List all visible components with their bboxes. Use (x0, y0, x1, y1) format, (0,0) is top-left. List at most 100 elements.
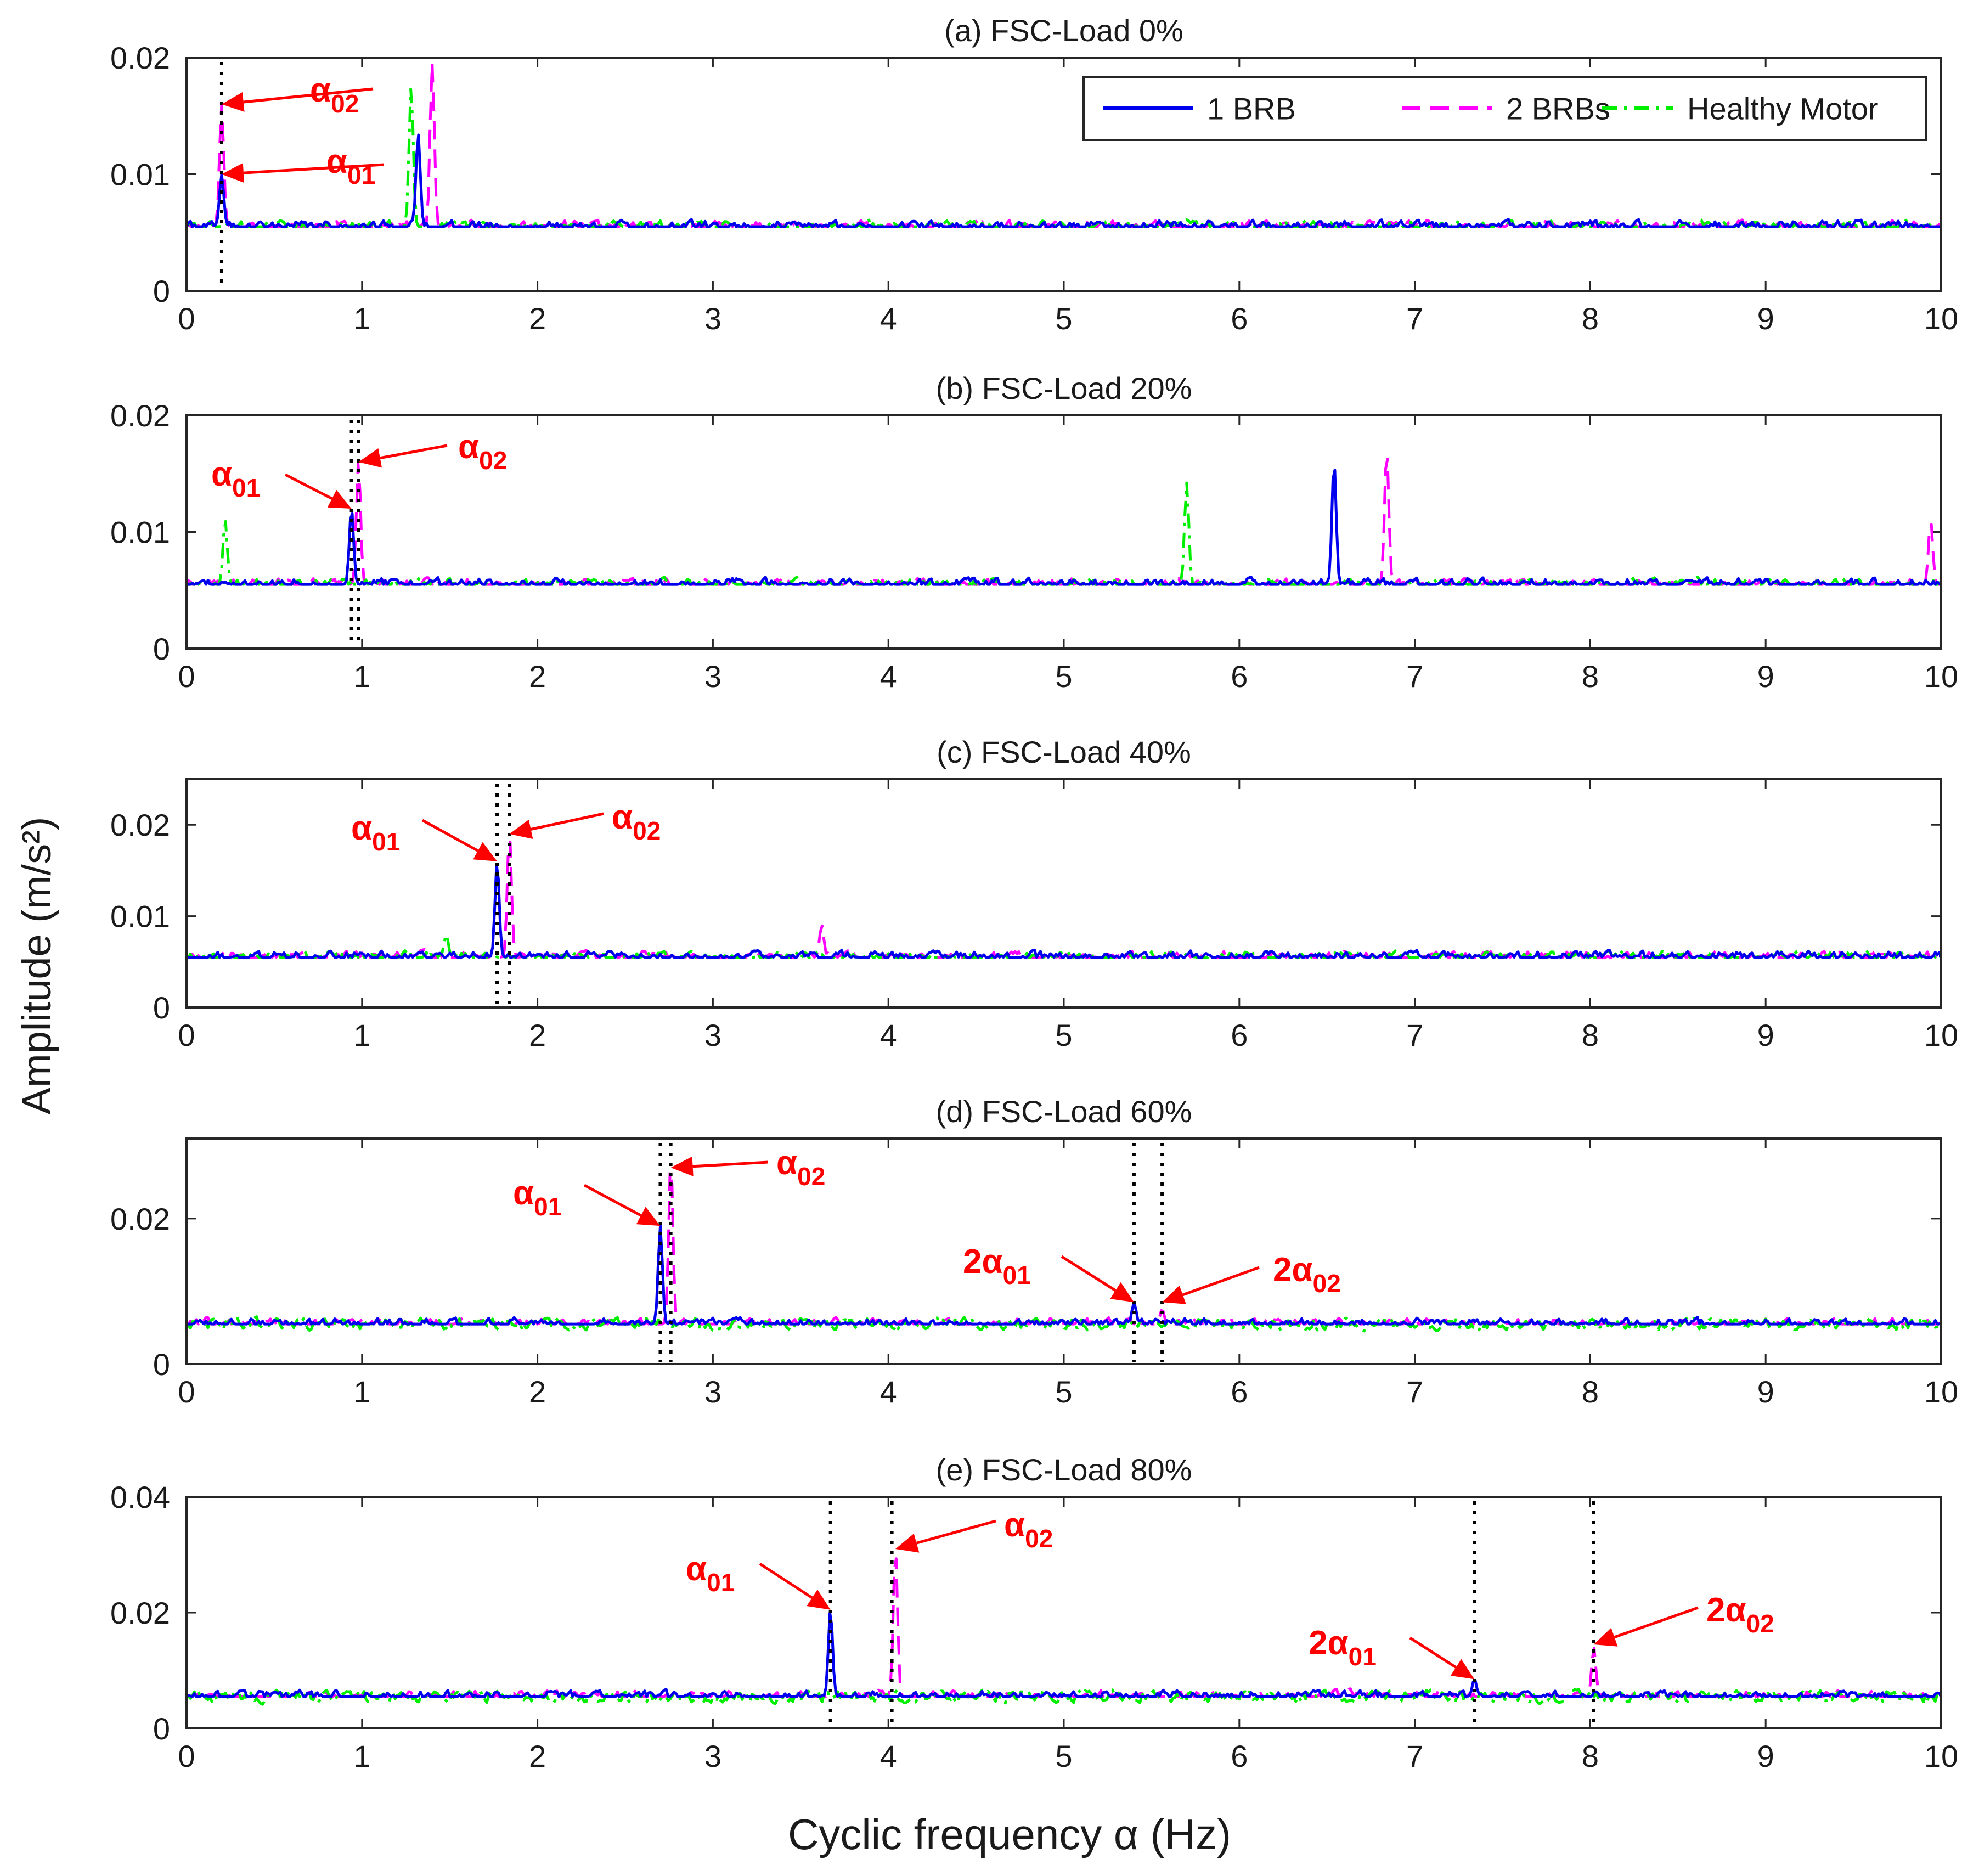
series-2-brbs (187, 458, 1941, 586)
x-tick-label: 8 (1582, 1018, 1599, 1052)
series-healthy-motor (187, 1315, 1941, 1333)
x-tick-label: 2 (529, 1374, 546, 1409)
x-tick-label: 9 (1757, 659, 1774, 694)
annotation-α01: α01 (351, 809, 498, 861)
annotation-arrow-head (1162, 1285, 1186, 1304)
annotation-2α01: 2α01 (1309, 1624, 1475, 1680)
x-tick-label: 8 (1582, 1374, 1599, 1409)
y-tick-label: 0.02 (110, 41, 170, 75)
annotation-arrow-shaft (1182, 1266, 1260, 1297)
x-tick-label: 1 (353, 1739, 370, 1773)
annotation-arrow-shaft (531, 812, 604, 831)
x-tick-label: 4 (880, 1374, 897, 1409)
x-tick-label: 2 (529, 659, 546, 694)
annotation-subscript: 01 (372, 827, 400, 856)
annotation-arrow-head (473, 842, 498, 861)
x-tick-label: 10 (1924, 659, 1958, 694)
annotation-label: 2α01 (1309, 1624, 1377, 1671)
annotation-symbol: α (776, 1144, 797, 1182)
panel-a: (a) FSC-Load 0%0 1 2 3 4 5 6 7 8 9 1000.010.02α02α… (110, 13, 1958, 336)
annotation-arrow-shaft (243, 163, 385, 174)
annotation-arrow-shaft (1061, 1255, 1117, 1292)
x-tick-label: 7 (1406, 659, 1423, 694)
x-tick-label: 0 (178, 1018, 195, 1052)
annotation-subscript: 02 (797, 1162, 825, 1191)
annotation-symbol: 2α (963, 1243, 1003, 1281)
x-tick-label: 5 (1055, 1018, 1072, 1052)
annotation-subscript: 02 (1746, 1609, 1774, 1638)
x-tick-label: 1 (353, 1374, 370, 1409)
panel-e: (e) FSC-Load 80%0 1 2 3 4 5 6 7 8 9 1000.020.04α01… (110, 1452, 1958, 1773)
series-healthy-motor (187, 481, 1941, 586)
x-tick-label: 0 (178, 301, 195, 336)
series-2-brbs (187, 841, 1941, 959)
series-1-brb (187, 863, 1941, 959)
annotation-arrow-head (895, 1533, 920, 1553)
annotation-arrow-head (636, 1207, 661, 1226)
x-tick-label: 0 (178, 659, 195, 694)
plot-area (187, 420, 1941, 646)
annotation-subscript: 01 (707, 1568, 735, 1597)
x-tick-label: 0 (178, 1374, 195, 1409)
annotation-label: α02 (310, 71, 359, 118)
x-tick-label: 6 (1231, 1739, 1248, 1773)
x-tick-label: 7 (1406, 1374, 1423, 1409)
annotation-symbol: 2α (1309, 1624, 1349, 1662)
annotation-symbol: α (612, 798, 633, 836)
x-tick-label: 10 (1924, 1018, 1958, 1052)
x-tick-label: 4 (880, 1739, 897, 1773)
annotation-α02: α02 (895, 1506, 1053, 1553)
legend-label: 2 BRBs (1506, 92, 1610, 126)
annotation-arrow-head (1450, 1659, 1475, 1680)
annotation-α02: α02 (670, 1144, 825, 1191)
annotation-subscript: 01 (1003, 1261, 1031, 1289)
x-tick-label: 1 (353, 659, 370, 694)
x-tick-label: 4 (880, 659, 897, 694)
y-tick-label: 0 (153, 632, 170, 666)
annotation-arrow-head (221, 92, 245, 112)
panel-title: (b) FSC-Load 20% (936, 371, 1192, 405)
x-tick-label: 7 (1406, 1018, 1423, 1052)
x-tick-label: 8 (1582, 1739, 1599, 1773)
x-tick-label: 10 (1924, 1739, 1958, 1773)
x-tick-label: 4 (880, 1018, 897, 1052)
annotation-label: α01 (513, 1174, 562, 1221)
panels-group: (a) FSC-Load 0%0 1 2 3 4 5 6 7 8 9 1000.010.02α02α… (110, 13, 1958, 1773)
series-healthy-motor (187, 88, 1941, 228)
x-tick-label: 0 (178, 1739, 195, 1773)
annotation-subscript: 01 (1349, 1642, 1377, 1671)
panel-d: (d) FSC-Load 60%0 1 2 3 4 5 6 7 8 9 1000.02α01α022… (110, 1094, 1958, 1409)
plot-area (187, 784, 1941, 1005)
annotation-label: α02 (1004, 1506, 1053, 1553)
annotation-arrow-head (1110, 1282, 1134, 1303)
annotation-symbol: α (686, 1550, 707, 1588)
annotation-arrow-shaft (243, 87, 374, 104)
annotation-symbol: α (326, 143, 347, 181)
y-tick-label: 0 (153, 1347, 170, 1382)
annotation-arrow-shaft (759, 1562, 813, 1599)
annotation-arrow-head (1593, 1627, 1618, 1647)
panel-title: (e) FSC-Load 80% (936, 1452, 1192, 1487)
x-tick-label: 8 (1582, 301, 1599, 336)
x-tick-label: 5 (1055, 1739, 1072, 1773)
x-tick-label: 3 (704, 301, 721, 336)
x-tick-label: 3 (704, 1374, 721, 1409)
panel-title: (d) FSC-Load 60% (936, 1094, 1192, 1129)
annotation-α01: α01 (686, 1550, 831, 1610)
annotation-subscript: 02 (479, 446, 507, 475)
annotation-α01: α01 (211, 455, 352, 509)
annotation-label: α01 (211, 455, 260, 502)
annotation-arrow-shaft (583, 1184, 642, 1217)
annotation-2α01: 2α01 (963, 1243, 1134, 1303)
x-tick-label: 3 (704, 659, 721, 694)
annotation-arrow-head (358, 448, 382, 468)
axes-box (185, 414, 1942, 650)
legend-label: 1 BRB (1207, 92, 1296, 126)
annotation-α01: α01 (513, 1174, 661, 1226)
x-tick-label: 10 (1924, 1374, 1958, 1409)
annotation-subscript: 01 (232, 474, 260, 502)
annotation-label: α01 (686, 1550, 735, 1597)
axes-box (185, 1137, 1942, 1365)
annotation-symbol: α (310, 71, 331, 109)
annotation-arrow-head (221, 163, 244, 183)
